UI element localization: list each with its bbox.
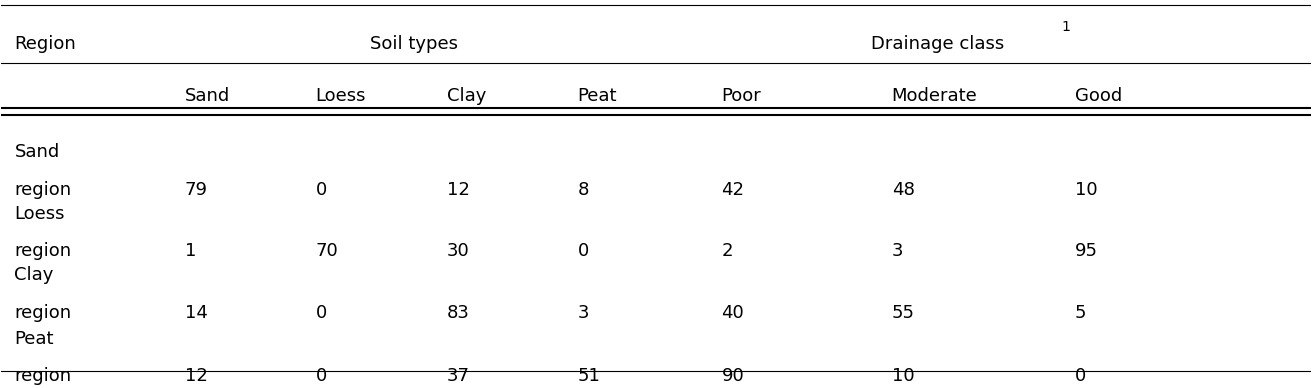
Text: Soil types: Soil types [370,35,458,53]
Text: Drainage class: Drainage class [871,35,1004,53]
Text: Loess: Loess [14,205,66,223]
Text: 42: 42 [722,180,744,199]
Text: region: region [14,242,72,260]
Text: Sand: Sand [14,143,60,161]
Text: 0: 0 [316,180,327,199]
Text: Clay: Clay [446,87,485,105]
Text: 3: 3 [577,304,589,322]
Text: 12: 12 [185,367,207,385]
Text: 0: 0 [316,304,327,322]
Text: Peat: Peat [577,87,617,105]
Text: 55: 55 [892,304,914,322]
Text: 79: 79 [185,180,207,199]
Text: 5: 5 [1075,304,1086,322]
Text: 90: 90 [722,367,744,385]
Text: 14: 14 [185,304,207,322]
Text: Peat: Peat [14,330,54,348]
Text: 2: 2 [722,242,733,260]
Text: 1: 1 [185,242,195,260]
Text: Sand: Sand [185,87,230,105]
Text: 8: 8 [577,180,589,199]
Text: 0: 0 [577,242,589,260]
Text: 1: 1 [1061,20,1071,34]
Text: 3: 3 [892,242,903,260]
Text: Loess: Loess [316,87,366,105]
Text: Good: Good [1075,87,1122,105]
Text: Clay: Clay [14,266,54,284]
Text: Poor: Poor [722,87,761,105]
Text: 83: 83 [446,304,470,322]
Text: 10: 10 [1075,180,1098,199]
Text: region: region [14,180,72,199]
Text: 95: 95 [1075,242,1098,260]
Text: 70: 70 [316,242,338,260]
Text: 0: 0 [1075,367,1086,385]
Text: 37: 37 [446,367,470,385]
Text: 30: 30 [446,242,470,260]
Text: 0: 0 [316,367,327,385]
Text: region: region [14,367,72,385]
Text: Region: Region [14,35,76,53]
Text: 48: 48 [892,180,914,199]
Text: region: region [14,304,72,322]
Text: 12: 12 [446,180,470,199]
Text: 40: 40 [722,304,744,322]
Text: Moderate: Moderate [892,87,977,105]
Text: 51: 51 [577,367,601,385]
Text: 10: 10 [892,367,914,385]
